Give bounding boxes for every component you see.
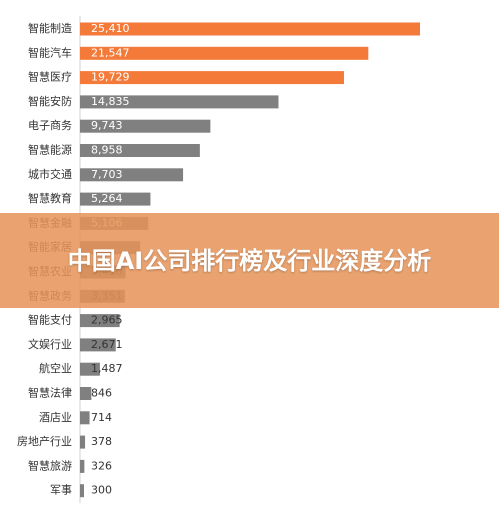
y-tick-label: 智慧法律	[28, 386, 72, 400]
bar	[80, 144, 200, 157]
bar	[80, 435, 86, 449]
data-label: 378	[91, 435, 112, 448]
y-tick-label: 智慧旅游	[28, 458, 72, 472]
bar	[80, 192, 151, 206]
y-tick-label: 智能汽车	[28, 45, 72, 59]
bar	[80, 484, 85, 498]
y-tick-label: 军事	[50, 484, 72, 497]
data-label: 300	[91, 484, 112, 497]
data-label: 2,965	[91, 314, 123, 327]
data-label: 25,410	[91, 22, 130, 35]
bar	[80, 314, 120, 328]
bar	[80, 459, 85, 473]
bar	[80, 387, 92, 400]
bar	[80, 46, 369, 60]
data-label: 846	[91, 387, 112, 400]
y-tick-label: 智能安防	[28, 94, 72, 108]
data-label: 8,958	[91, 144, 123, 157]
y-tick-label: 智能支付	[28, 313, 72, 327]
bar	[80, 71, 344, 85]
data-label: 1,487	[91, 362, 123, 375]
bar	[80, 411, 90, 425]
y-tick-label: 智慧教育	[28, 191, 72, 205]
y-tick-label: 智慧医疗	[28, 70, 72, 84]
data-label: 21,547	[91, 46, 130, 59]
y-tick-label: 航空业	[39, 361, 72, 375]
y-tick-label: 智能制造	[28, 21, 72, 35]
bar	[80, 95, 279, 109]
bar	[80, 22, 420, 36]
data-label: 7,703	[91, 168, 123, 181]
banner: 中国AI公司排行榜及行业深度分析	[0, 213, 499, 308]
bar	[80, 168, 184, 182]
y-tick-label: 酒店业	[39, 410, 72, 424]
y-tick-label: 文娱行业	[28, 337, 72, 351]
bar	[80, 119, 211, 133]
y-tick-label: 智慧能源	[28, 143, 72, 157]
data-label: 326	[91, 459, 112, 472]
data-label: 14,835	[91, 95, 130, 108]
data-label: 2,671	[91, 338, 123, 351]
chart-title: 中国AI公司排行榜及行业深度分析	[67, 246, 432, 275]
data-label: 714	[91, 411, 112, 424]
y-tick-label: 电子商务	[28, 118, 72, 132]
bar	[80, 362, 100, 376]
y-tick-label: 城市交通	[28, 167, 72, 181]
y-tick-label: 房地产行业	[17, 434, 72, 448]
bar	[80, 338, 116, 352]
data-label: 19,729	[91, 71, 130, 84]
data-label: 5,264	[91, 192, 123, 205]
data-label: 9,743	[91, 119, 123, 132]
